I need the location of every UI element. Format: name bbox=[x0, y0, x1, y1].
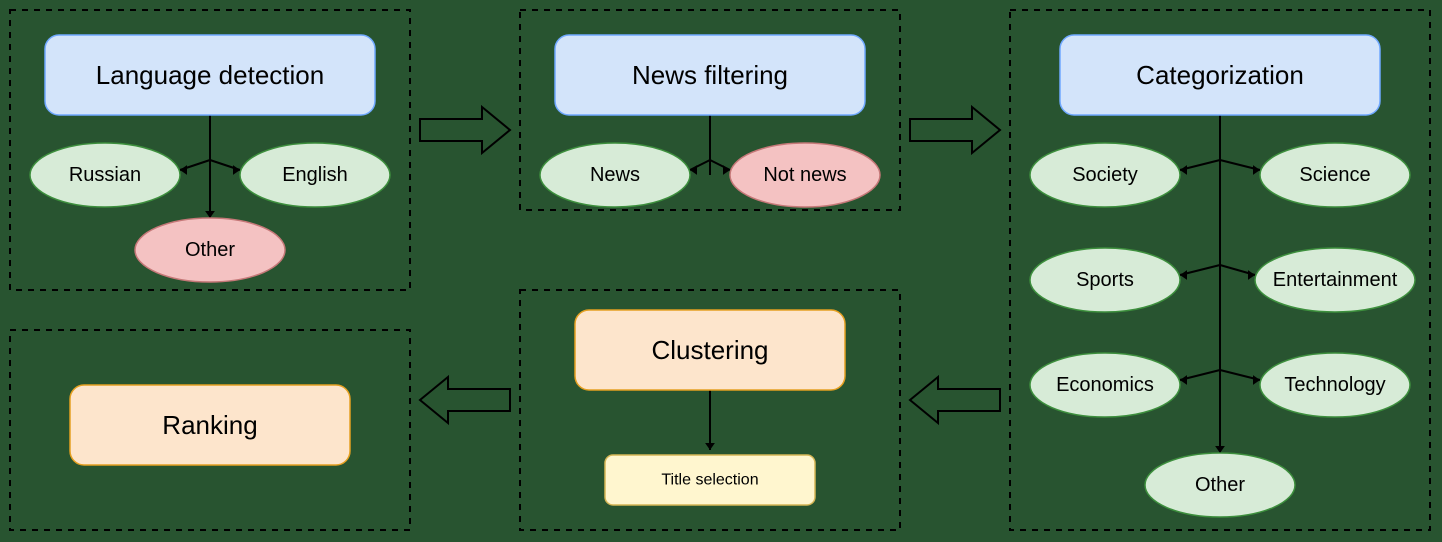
node-label-other_cat: Other bbox=[1195, 474, 1245, 496]
arrowhead bbox=[1180, 270, 1187, 280]
stage-label-news: News filtering bbox=[632, 60, 788, 90]
arrowhead bbox=[180, 165, 187, 175]
arrowhead bbox=[1180, 375, 1187, 385]
arrowhead bbox=[705, 443, 715, 450]
flow-arrow-clus-rank bbox=[420, 377, 510, 423]
flow-arrow-cat-clus bbox=[910, 377, 1000, 423]
pipeline-diagram: Language detection News filtering Categori… bbox=[0, 0, 1442, 542]
flow-arrow-news-cat bbox=[910, 107, 1000, 153]
flow-arrow-lang-news bbox=[420, 107, 510, 153]
arrowhead bbox=[690, 165, 697, 175]
arrowhead bbox=[1248, 270, 1255, 280]
node-label-sports: Sports bbox=[1076, 269, 1134, 291]
stage-label-lang: Language detection bbox=[96, 60, 324, 90]
node-label-science: Science bbox=[1299, 164, 1370, 186]
node-label-economics: Economics bbox=[1056, 374, 1154, 396]
arrowhead bbox=[205, 211, 215, 218]
node-label-other_lang: Other bbox=[185, 239, 235, 261]
stage-label-title_sel: Title selection bbox=[661, 472, 758, 489]
node-label-technology: Technology bbox=[1284, 374, 1385, 396]
arrowhead bbox=[1180, 165, 1187, 175]
stage-label-clus: Clustering bbox=[651, 335, 768, 365]
node-label-society: Society bbox=[1072, 164, 1138, 186]
arrowhead bbox=[233, 165, 240, 175]
arrowhead bbox=[1253, 375, 1260, 385]
arrowhead bbox=[723, 165, 730, 175]
stage-label-cat: Categorization bbox=[1136, 60, 1304, 90]
arrowhead bbox=[1215, 446, 1225, 453]
arrowhead bbox=[1253, 165, 1260, 175]
node-label-russian: Russian bbox=[69, 164, 141, 186]
stage-label-rank: Ranking bbox=[162, 410, 257, 440]
node-label-news_yes: News bbox=[590, 164, 640, 186]
node-label-news_no: Not news bbox=[763, 164, 846, 186]
node-label-entertainment: Entertainment bbox=[1273, 269, 1398, 291]
node-label-english: English bbox=[282, 164, 348, 186]
